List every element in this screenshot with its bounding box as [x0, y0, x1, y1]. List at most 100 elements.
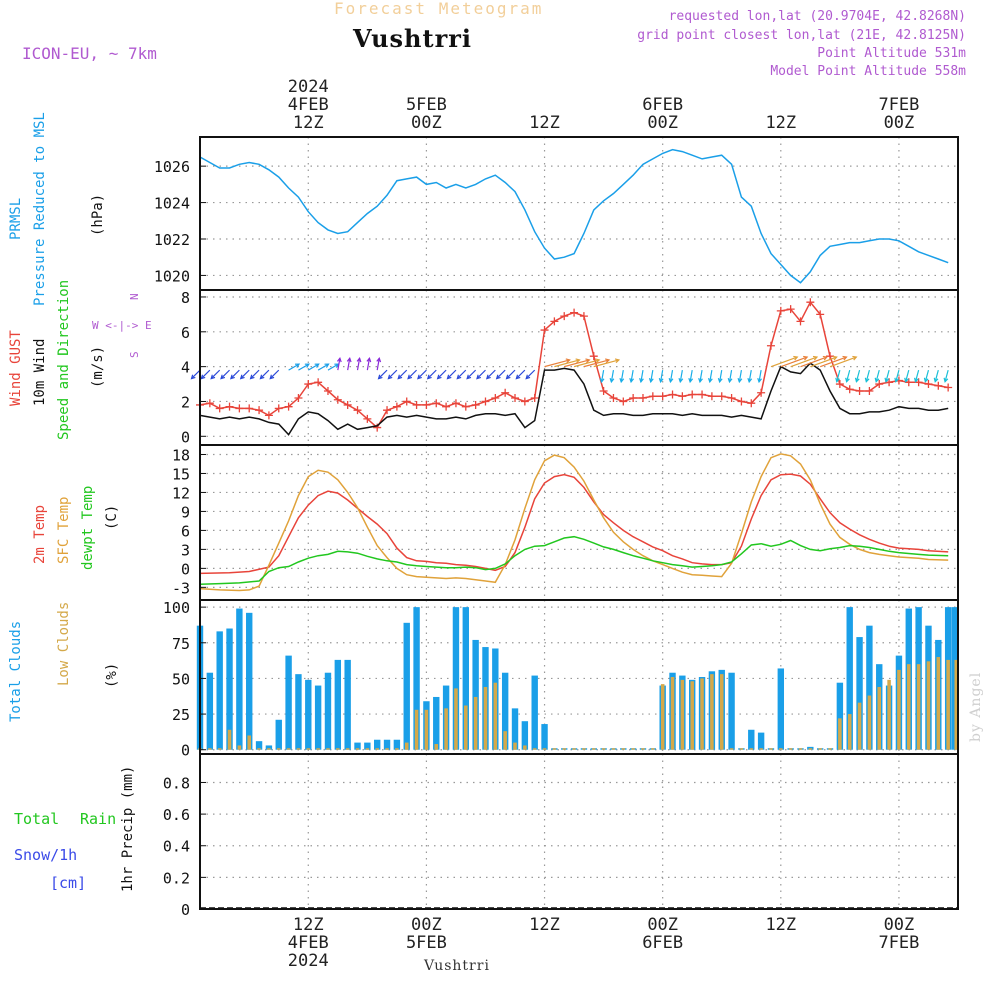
gust-marker: [530, 393, 539, 402]
total-clouds-bar: [324, 672, 332, 750]
wind-arrowhead: [727, 377, 733, 384]
gust-marker: [707, 392, 716, 401]
y-tick-label: 2: [181, 393, 190, 411]
total-clouds-bar: [836, 682, 844, 750]
wind-arrowhead: [845, 377, 850, 383]
clouds-panel-frame: [199, 599, 959, 755]
wind-direction-arrow: [376, 358, 380, 371]
top-time-label: 12Z: [293, 113, 324, 133]
wind-arrowhead: [668, 377, 674, 384]
gust-marker: [796, 317, 805, 326]
total-clouds-bar: [521, 721, 529, 750]
wind-arrowhead: [614, 358, 621, 364]
wind-arrowhead: [854, 377, 860, 383]
total-clouds-bar: [856, 637, 863, 750]
wind-arrowhead: [835, 377, 840, 383]
gust-marker: [471, 400, 480, 409]
wind-arrowhead: [407, 374, 413, 380]
low-clouds-bar: [385, 748, 389, 750]
wind-direction-arrow: [230, 369, 240, 380]
total-clouds-bar: [531, 675, 538, 750]
wind-arrowhead: [884, 377, 890, 383]
wind-arrowhead: [698, 377, 703, 384]
wind-arrowhead: [376, 357, 382, 363]
low-clouds-bar: [847, 714, 852, 750]
wind-arrowhead: [466, 374, 472, 380]
y-tick-label: 0: [181, 560, 190, 578]
wind-direction-arrow: [719, 370, 723, 383]
bottom-time-label: 5FEB: [406, 933, 447, 953]
wind-arrowhead: [874, 377, 880, 383]
low-clouds-bar: [572, 748, 576, 750]
wind-arrowhead: [336, 357, 342, 363]
gust-marker: [481, 397, 490, 406]
wind-arrowhead: [456, 374, 462, 380]
gust-marker: [766, 341, 775, 350]
y-tick-label: 1022: [154, 231, 190, 249]
low-clouds-bar: [296, 748, 301, 750]
low-clouds-bar: [454, 688, 458, 750]
low-clouds-bar: [444, 708, 448, 750]
wind-direction-arrow: [738, 370, 743, 383]
wind-direction-arrow: [220, 369, 230, 380]
wind-arrowhead: [609, 377, 615, 384]
top-time-label: 2024: [288, 77, 329, 97]
gust-marker: [638, 393, 647, 402]
gust-marker: [619, 397, 628, 406]
low-clouds-bar: [473, 696, 478, 750]
gust-marker: [264, 411, 273, 420]
precip-legend-cm: [cm]: [50, 874, 87, 892]
wind-direction-arrow: [865, 369, 870, 382]
low-clouds-bar: [954, 659, 958, 750]
total-clouds-bar: [472, 639, 479, 750]
top-time-label: 7FEB: [878, 95, 919, 115]
gust-marker: [629, 393, 638, 402]
wind-arrowhead: [377, 374, 383, 380]
low-clouds-bar: [818, 748, 822, 750]
wind-arrowhead: [812, 355, 819, 361]
total-clouds-bar: [265, 745, 273, 750]
total-clouds-bar: [393, 739, 401, 750]
low-clouds-bar: [345, 748, 350, 750]
y-tick-label: 1020: [154, 267, 190, 285]
low-clouds-bar: [710, 674, 714, 750]
gust-marker: [579, 312, 588, 321]
low-clouds-bar: [365, 748, 370, 750]
wind-direction-arrow: [337, 358, 341, 371]
gust-marker: [540, 326, 549, 335]
wind-arrowhead: [688, 377, 694, 384]
wind-arrowhead: [324, 363, 330, 368]
wind-direction-arrow: [669, 370, 674, 383]
city-title: Vushtrri: [353, 24, 472, 53]
total-clouds-bar: [501, 672, 509, 750]
wind-direction-arrow: [447, 369, 457, 380]
10m-wind-line: [199, 362, 949, 436]
wind-direction-arrow: [210, 369, 221, 380]
dewpt-temp-line: [199, 535, 949, 585]
precip-legend-total: Total: [14, 810, 60, 828]
total-clouds-bar: [275, 719, 282, 750]
wind-arrowhead: [747, 377, 753, 384]
gust-marker: [491, 393, 500, 402]
gust-marker: [589, 352, 598, 361]
gust-marker: [284, 402, 293, 411]
wind-direction-arrow: [288, 363, 300, 371]
y-tick-label: 0.8: [163, 774, 190, 792]
wind-direction-arrow: [259, 369, 270, 380]
low-clouds-bar: [739, 748, 744, 750]
wind-direction-arrow: [689, 370, 693, 383]
low-clouds-bar: [700, 678, 704, 750]
wind-direction-arrow: [709, 370, 713, 383]
wind-direction-arrow: [327, 363, 339, 371]
gust-marker: [757, 388, 766, 397]
y-tick-label: 6: [181, 522, 190, 540]
gust-marker: [235, 404, 244, 413]
wind-direction-arrow: [496, 369, 506, 380]
wind-direction-arrow: [875, 369, 880, 382]
top-time-label: 6FEB: [642, 95, 683, 115]
bottom-time-label: 12Z: [293, 915, 324, 935]
bottom-time-label: 00Z: [647, 915, 678, 935]
total-clouds-bar: [206, 672, 214, 750]
wind-direction-arrow: [515, 369, 526, 380]
low-clouds-bar: [798, 748, 803, 750]
